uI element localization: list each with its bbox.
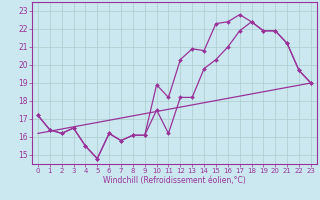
X-axis label: Windchill (Refroidissement éolien,°C): Windchill (Refroidissement éolien,°C): [103, 176, 246, 185]
